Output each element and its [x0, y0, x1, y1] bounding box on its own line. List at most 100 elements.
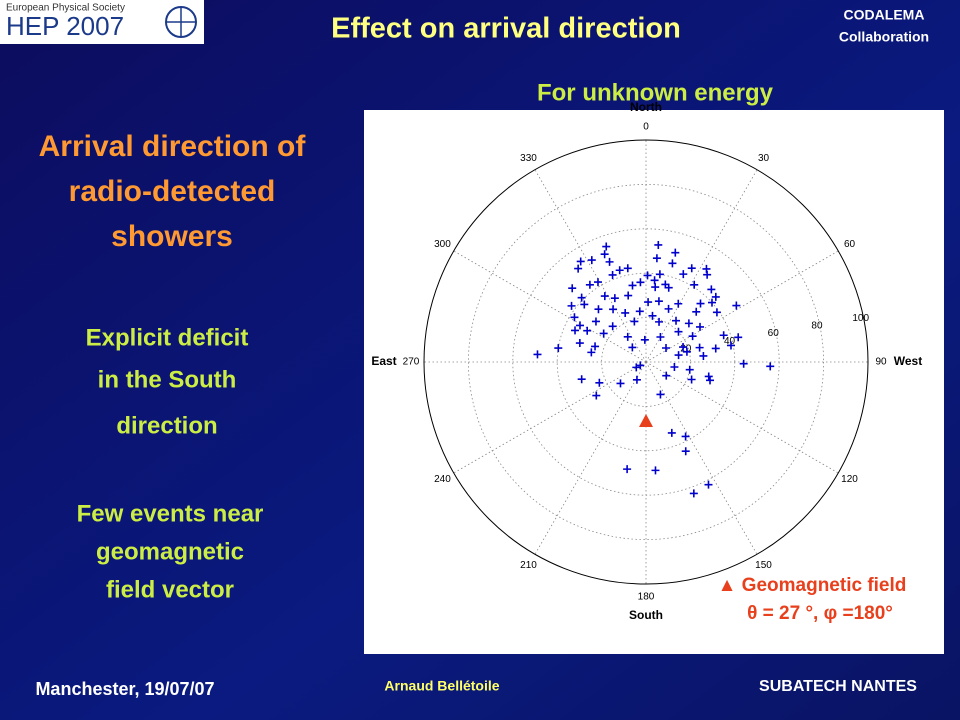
point [587, 256, 596, 265]
point [608, 270, 617, 279]
point [766, 362, 775, 371]
direction-label: West [894, 354, 922, 368]
point [685, 365, 694, 374]
point [600, 292, 609, 301]
point [681, 432, 690, 441]
angle-tick-label: 270 [403, 357, 420, 368]
point [599, 329, 608, 338]
point [605, 257, 614, 266]
point [706, 376, 715, 385]
point [688, 332, 697, 341]
r-tick-label: 100 [852, 313, 869, 324]
angle-tick-label: 240 [434, 474, 451, 485]
logo-event: HEP 2007 [6, 11, 124, 41]
point [712, 308, 721, 317]
point [593, 278, 602, 287]
heading: radio-detected [69, 175, 276, 208]
point [652, 254, 661, 263]
point [570, 313, 579, 322]
angle-tick-label: 300 [434, 239, 451, 250]
direction-label: North [630, 100, 662, 114]
point [664, 283, 673, 292]
point [681, 447, 690, 456]
point [600, 250, 609, 259]
spoke [645, 361, 758, 555]
polar-plot: 20 40 60 80 100 0 30 60 90 120 150 180 210 240 270 300 3… [371, 100, 922, 622]
point [621, 308, 630, 317]
footer-place-date: Manchester, 19/07/07 [35, 679, 214, 699]
point [651, 283, 660, 292]
angle-tick-label: 180 [638, 592, 655, 603]
point [655, 317, 664, 326]
point [664, 304, 673, 313]
point [704, 372, 713, 381]
heading: Arrival direction of [39, 130, 307, 163]
point [636, 278, 645, 287]
point [640, 335, 649, 344]
few-events: Few events near [77, 500, 264, 527]
spoke [645, 250, 839, 363]
point [689, 489, 698, 498]
point [655, 270, 664, 279]
point [679, 270, 688, 279]
deficit: in the South [98, 366, 237, 393]
ring [467, 183, 825, 541]
logo-society: European Physical Society [6, 3, 125, 14]
point [623, 465, 632, 474]
angle-tick-label: 90 [875, 357, 887, 368]
point [667, 428, 676, 437]
point [610, 294, 619, 303]
point [668, 259, 677, 268]
collaboration: Collaboration [839, 29, 929, 45]
point [616, 379, 625, 388]
geomagnetic-marker [639, 413, 653, 427]
point [711, 292, 720, 301]
footer-lab: SUBATECH NANTES [759, 678, 917, 695]
r-tick-label: 60 [768, 328, 780, 339]
point [654, 297, 663, 306]
point [576, 257, 585, 266]
point [732, 301, 741, 310]
point [554, 344, 563, 353]
point [624, 291, 633, 300]
point [594, 305, 603, 314]
deficit: direction [116, 412, 217, 439]
point [602, 242, 611, 251]
point [687, 264, 696, 273]
spoke [453, 250, 647, 363]
point [615, 266, 624, 275]
point [696, 299, 705, 308]
point [575, 321, 584, 330]
point [628, 281, 637, 290]
point [623, 264, 632, 273]
point [567, 301, 576, 310]
point [571, 326, 580, 335]
point [575, 339, 584, 348]
point [651, 466, 660, 475]
point [662, 371, 671, 380]
point [670, 363, 679, 372]
point [739, 359, 748, 368]
point [580, 300, 589, 309]
point [650, 276, 659, 285]
r-tick-label: 20 [680, 344, 692, 355]
direction-label: East [371, 354, 396, 368]
point [587, 348, 596, 357]
point [591, 342, 600, 351]
point [623, 332, 632, 341]
slide-title: Effect on arrival direction [331, 13, 681, 45]
r-tick-label: 40 [724, 336, 736, 347]
point [699, 351, 708, 360]
deficit: Explicit deficit [86, 324, 249, 351]
point [703, 270, 712, 279]
point [654, 240, 663, 249]
point [674, 351, 683, 360]
point [608, 322, 617, 331]
point [656, 333, 665, 342]
point [734, 333, 743, 342]
r-tick-label: 80 [811, 320, 823, 331]
point [690, 280, 699, 289]
point [726, 341, 735, 350]
angle-tick-label: 330 [520, 153, 537, 164]
